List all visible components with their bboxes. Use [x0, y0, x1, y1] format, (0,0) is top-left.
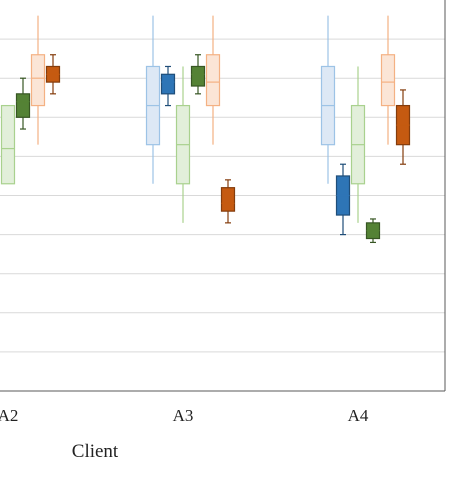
box-series — [30, 15, 396, 145]
box-item — [350, 66, 366, 223]
box-item — [365, 218, 381, 244]
box-series — [45, 54, 411, 224]
box-body — [380, 54, 396, 107]
box-item — [30, 15, 46, 145]
box-item — [0, 104, 16, 185]
box-body — [220, 187, 236, 212]
box-series — [160, 65, 351, 236]
box-series — [145, 15, 336, 184]
box-item — [380, 15, 396, 145]
box-item — [45, 54, 61, 95]
box-item — [160, 65, 176, 107]
x-tick-label: A2 — [0, 406, 18, 425]
box-item — [205, 15, 221, 145]
box-item — [145, 15, 161, 184]
box-body — [0, 104, 16, 185]
box-item — [220, 179, 236, 224]
x-tick-label: A4 — [348, 406, 369, 425]
box-series-group — [0, 15, 411, 244]
x-tick-labels: A2 A3 A4 — [0, 406, 369, 425]
box-body — [160, 73, 176, 95]
box-item — [175, 66, 191, 223]
box-item — [190, 54, 206, 95]
box-body — [190, 65, 206, 87]
x-tick-label: A3 — [173, 406, 194, 425]
box-body — [205, 54, 221, 107]
box-body — [30, 54, 46, 107]
box-item — [395, 89, 411, 165]
box-series — [0, 66, 366, 223]
box-item — [335, 163, 351, 236]
box-body — [15, 93, 31, 118]
box-item — [320, 15, 336, 184]
box-item — [15, 77, 31, 130]
x-axis-title: Client — [72, 441, 119, 462]
box-series — [15, 54, 381, 244]
